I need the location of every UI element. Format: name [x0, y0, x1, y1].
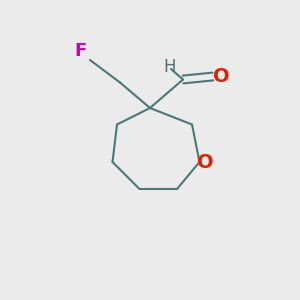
Text: H: H	[163, 58, 176, 76]
Text: O: O	[197, 152, 214, 172]
Text: F: F	[75, 42, 87, 60]
Text: O: O	[213, 67, 230, 86]
